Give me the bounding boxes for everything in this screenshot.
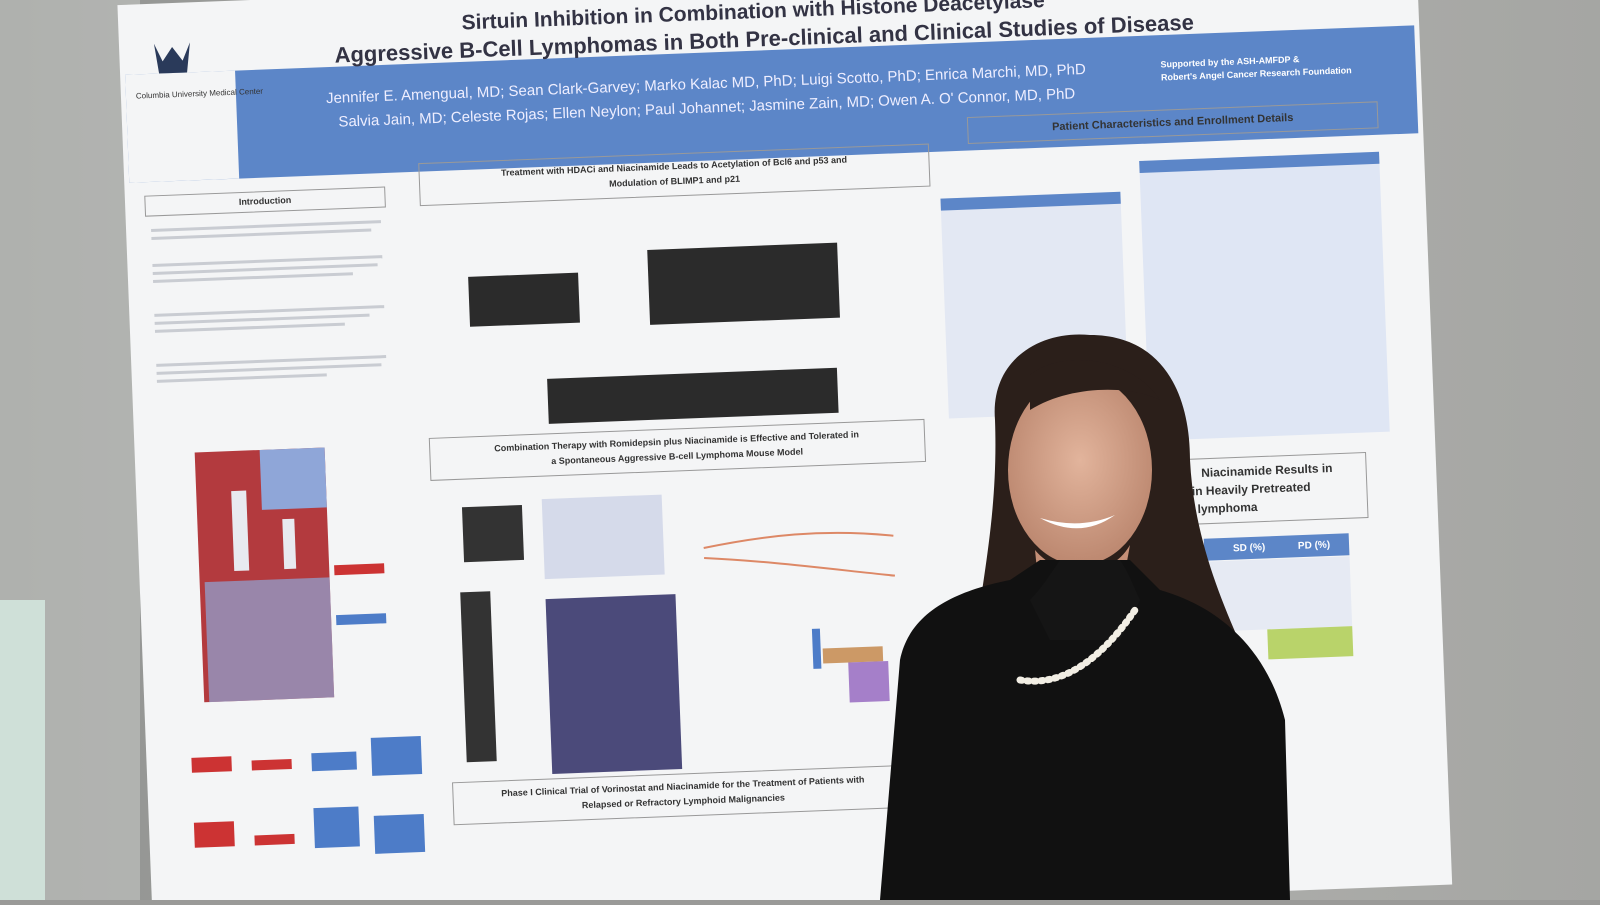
bar-charts [191,736,426,854]
table [1139,151,1390,441]
mouse-images [545,594,683,774]
side-object [0,600,45,900]
person [880,334,1290,900]
table-header [940,191,1121,211]
table-body [1204,556,1353,632]
section-heading: lymphoma [1197,500,1258,516]
section-box [418,143,931,207]
legend-swatch [336,613,387,626]
sweater [880,560,1290,900]
blot [461,504,525,563]
legend-swatch [334,563,385,576]
table-header-text: SD (%) [1233,542,1266,554]
logo-area [125,70,240,183]
western-blots [468,242,840,424]
necklace [1016,606,1139,685]
poster: Columbia University Medical Center Sirtu… [117,0,1453,905]
section-box [966,101,1379,145]
heatmap-cells [204,447,335,703]
smile [1040,515,1115,529]
section-heading: Niacinamide Results in [1201,461,1333,480]
crown-logo [153,42,190,74]
highlight-cell [1267,626,1354,660]
table-header [1139,151,1380,173]
section-heading: in Heavily Pretreated [1192,480,1311,499]
turtleneck [1030,560,1140,640]
text-lines [151,220,387,383]
waterfall [811,628,890,703]
blot [460,591,497,763]
section-box [144,186,386,217]
table-header [1203,533,1350,561]
header-band [125,25,1419,183]
table-header-text: PD (%) [1298,540,1331,552]
section-heading: Introduction [239,195,292,207]
fringe [1030,360,1160,410]
survival-curve [703,531,896,577]
face [1008,375,1152,565]
table [541,494,665,580]
section-box [428,418,927,481]
